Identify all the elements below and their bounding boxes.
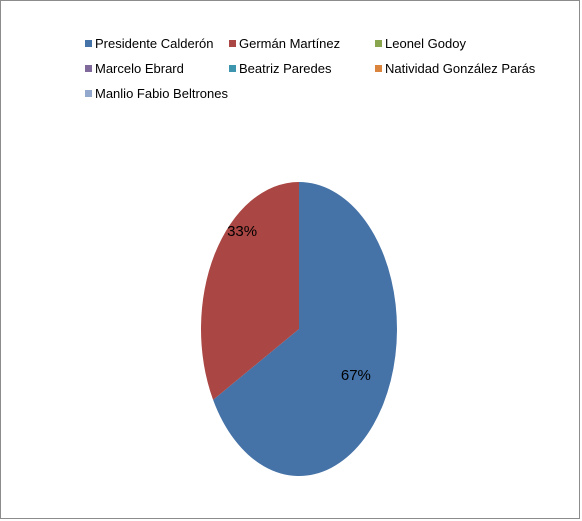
pie-slices <box>200 181 397 476</box>
legend-label: Natividad González Parás <box>385 61 536 76</box>
legend: Presidente Calderón Germán Martínez Leon… <box>85 31 555 106</box>
legend-row: Presidente Calderón Germán Martínez Leon… <box>85 31 555 56</box>
legend-item-beatriz-paredes: Beatriz Paredes <box>229 61 375 76</box>
legend-swatch-icon <box>375 65 382 72</box>
legend-item-presidente-calderon: Presidente Calderón <box>85 36 229 51</box>
legend-label: Manlio Fabio Beltrones <box>95 86 228 101</box>
legend-row: Manlio Fabio Beltrones <box>85 81 555 106</box>
legend-label: Beatriz Paredes <box>239 61 332 76</box>
legend-item-german-martinez: Germán Martínez <box>229 36 375 51</box>
legend-swatch-icon <box>375 40 382 47</box>
legend-label: Marcelo Ebrard <box>95 61 184 76</box>
legend-row: Marcelo Ebrard Beatriz Paredes Natividad… <box>85 56 555 81</box>
pie-data-label: 67% <box>341 367 371 384</box>
legend-swatch-icon <box>229 65 236 72</box>
legend-swatch-icon <box>85 90 92 97</box>
legend-item-marcelo-ebrard: Marcelo Ebrard <box>85 61 229 76</box>
legend-swatch-icon <box>85 40 92 47</box>
legend-label: Presidente Calderón <box>95 36 214 51</box>
pie-slice <box>200 181 299 400</box>
legend-item-natividad-gonzalez-paras: Natividad González Parás <box>375 61 555 76</box>
legend-swatch-icon <box>229 40 236 47</box>
pie-labels: 67% 33% <box>227 223 371 384</box>
legend-label: Leonel Godoy <box>385 36 466 51</box>
pie-data-label: 33% <box>227 223 257 240</box>
legend-item-leonel-godoy: Leonel Godoy <box>375 36 555 51</box>
legend-item-manlio-fabio-beltrones: Manlio Fabio Beltrones <box>85 86 229 101</box>
legend-swatch-icon <box>85 65 92 72</box>
pie-slice <box>213 182 397 476</box>
legend-label: Germán Martínez <box>239 36 341 51</box>
